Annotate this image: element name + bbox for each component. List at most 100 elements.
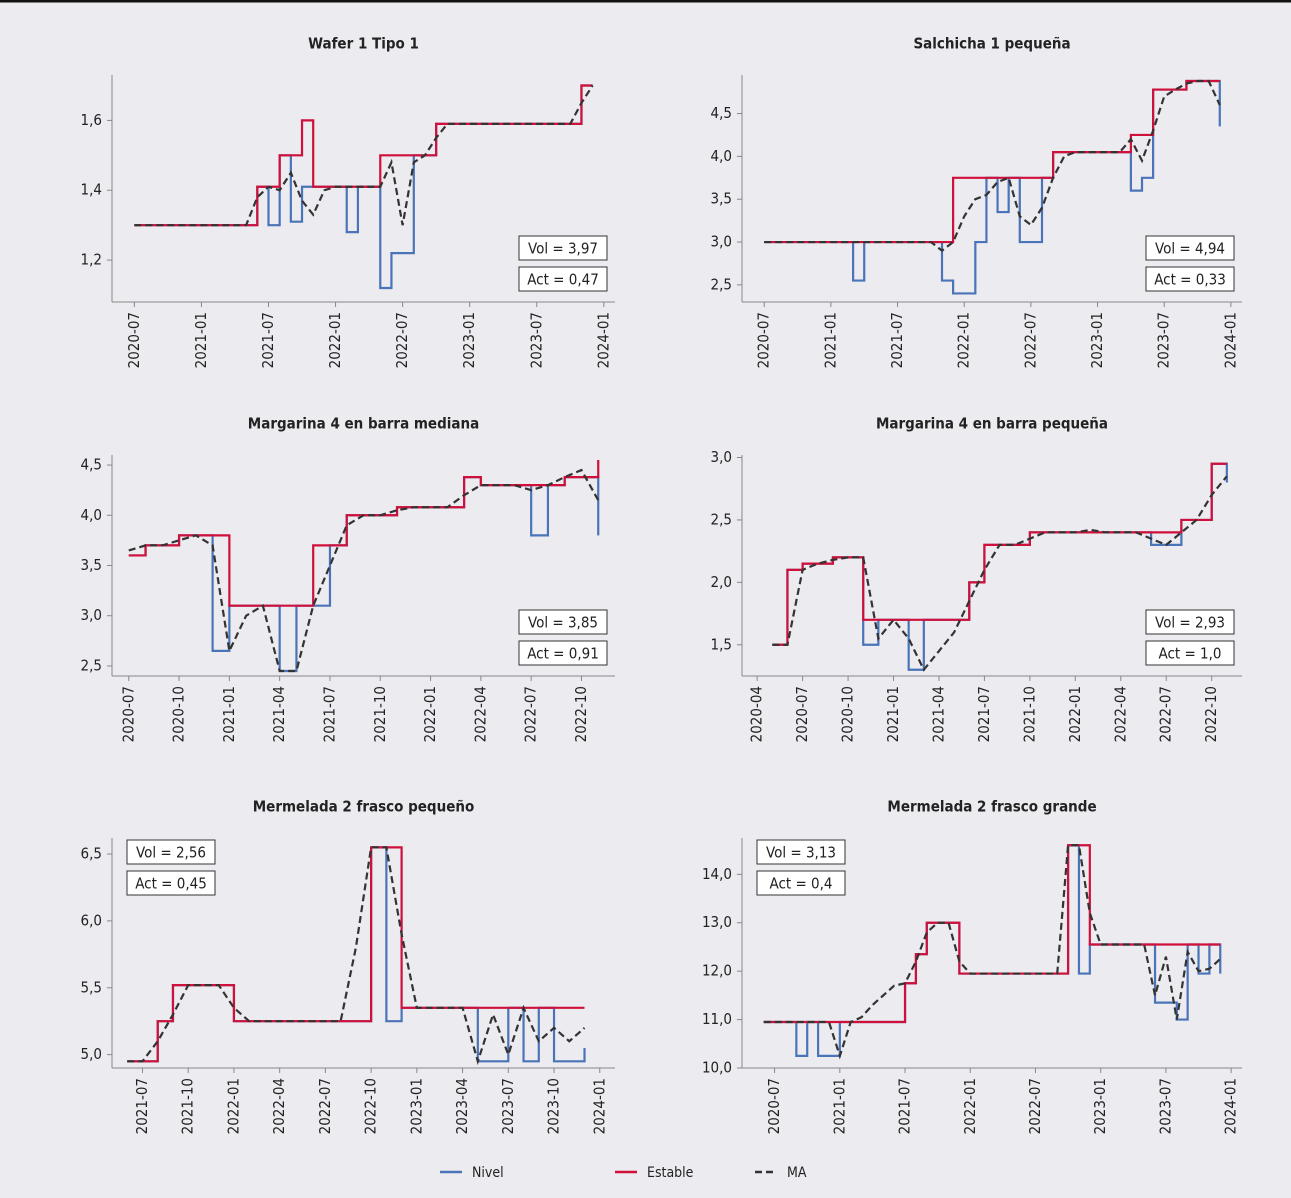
y-tick-label: 2,5 xyxy=(711,275,732,293)
x-tick-label: 2022-07 xyxy=(1157,686,1175,742)
x-tick-label: 2021-10 xyxy=(371,686,389,742)
annotation: Act = 0,91 xyxy=(527,645,599,663)
y-tick-label: 5,0 xyxy=(81,1045,102,1063)
annotation-box xyxy=(518,266,608,292)
x-tick-label: 2020-07 xyxy=(125,312,143,368)
y-tick-label: 14,0 xyxy=(702,865,732,883)
y-tick-label: 12,0 xyxy=(702,962,732,980)
series-line xyxy=(134,84,593,227)
x-tick-label: 2022-04 xyxy=(1111,686,1129,742)
x-tick-label: 2022-07 xyxy=(393,312,411,368)
series-line xyxy=(772,462,1228,671)
x-tick-label: 2022-07 xyxy=(1021,312,1039,368)
x-tick-label: 2021-01 xyxy=(220,686,238,742)
y-tick-label: 3,0 xyxy=(711,233,732,251)
series-line xyxy=(764,79,1221,252)
y-tick-label: 4,0 xyxy=(81,506,102,524)
x-tick-label: 2021-01 xyxy=(884,686,902,742)
x-tick-label: 2021-07 xyxy=(888,312,906,368)
x-tick-label: 2024-01 xyxy=(1222,1078,1240,1134)
x-tick-label: 2021-07 xyxy=(133,1078,151,1134)
x-tick-label: 2023-07 xyxy=(527,312,545,368)
y-tick-label: 4,5 xyxy=(711,104,732,122)
legend-label: Nivel xyxy=(472,1165,504,1181)
y-tick-label: 4,5 xyxy=(81,456,102,474)
x-tick-label: 2022-07 xyxy=(316,1078,334,1134)
x-tick-label: 2023-01 xyxy=(1088,312,1106,368)
x-tick-label: 2020-07 xyxy=(793,686,811,742)
annotation: Vol = 3,13 xyxy=(766,844,836,862)
y-tick-label: 4,0 xyxy=(711,147,732,165)
x-tick-label: 2023-07 xyxy=(1155,312,1173,368)
x-tick-label: 2021-07 xyxy=(975,686,993,742)
y-tick-label: 13,0 xyxy=(702,913,732,931)
annotation-box xyxy=(126,839,216,865)
y-tick-label: 11,0 xyxy=(702,1010,732,1028)
annotation: Act = 1,0 xyxy=(1158,645,1221,663)
annotation-box xyxy=(1145,266,1235,292)
x-tick-label: 2023-01 xyxy=(1091,1078,1109,1134)
x-tick-label: 2022-01 xyxy=(421,686,439,742)
annotation: Act = 0,47 xyxy=(527,271,599,289)
annotation-box xyxy=(126,870,216,896)
x-tick-label: 2022-10 xyxy=(572,686,590,742)
annotation: Vol = 4,94 xyxy=(1155,240,1225,258)
x-tick-label: 2022-01 xyxy=(955,312,973,368)
annotation-box xyxy=(518,640,608,666)
x-tick-label: 2021-07 xyxy=(259,312,277,368)
legend-label: Estable xyxy=(647,1165,694,1181)
annotation: Vol = 3,97 xyxy=(528,240,598,258)
annotation-box xyxy=(1145,235,1235,261)
y-tick-label: 2,5 xyxy=(81,656,102,674)
x-tick-label: 2021-04 xyxy=(929,686,947,742)
annotation: Act = 0,33 xyxy=(1154,271,1226,289)
chart-title: Mermelada 2 frasco pequeño xyxy=(253,798,474,816)
y-tick-label: 1,2 xyxy=(81,251,102,269)
x-tick-label: 2022-07 xyxy=(1026,1078,1044,1134)
annotation: Vol = 2,56 xyxy=(136,844,206,862)
series-line xyxy=(763,844,1221,1060)
series-line xyxy=(764,79,1220,244)
x-tick-label: 2022-04 xyxy=(270,1078,288,1134)
series-line xyxy=(772,475,1228,672)
y-tick-label: 3,5 xyxy=(711,190,732,208)
y-tick-label: 2,5 xyxy=(711,510,732,528)
y-tick-label: 5,5 xyxy=(81,978,102,996)
y-tick-label: 1,4 xyxy=(81,181,102,199)
x-tick-label: 2020-10 xyxy=(170,686,188,742)
y-tick-label: 3,0 xyxy=(711,448,732,466)
x-tick-label: 2022-10 xyxy=(362,1078,380,1134)
x-tick-label: 2021-10 xyxy=(179,1078,197,1134)
y-tick-label: 1,6 xyxy=(81,111,102,129)
annotation: Act = 0,45 xyxy=(135,875,207,893)
annotation-box xyxy=(1145,609,1235,635)
series-line xyxy=(128,468,600,673)
chart-title: Margarina 4 en barra mediana xyxy=(248,415,479,433)
series-line xyxy=(128,460,600,607)
legend-label: MA xyxy=(787,1165,807,1181)
annotation: Vol = 3,85 xyxy=(528,614,598,632)
chart-title: Wafer 1 Tipo 1 xyxy=(308,35,419,53)
x-tick-label: 2022-01 xyxy=(1066,686,1084,742)
x-tick-label: 2020-07 xyxy=(119,686,137,742)
x-tick-label: 2023-01 xyxy=(460,312,478,368)
x-tick-label: 2022-01 xyxy=(961,1078,979,1134)
x-tick-label: 2022-10 xyxy=(1202,686,1220,742)
x-tick-label: 2021-01 xyxy=(192,312,210,368)
series-line xyxy=(134,84,594,227)
x-tick-label: 2023-07 xyxy=(499,1078,517,1134)
x-tick-label: 2024-01 xyxy=(1221,312,1239,368)
x-tick-label: 2021-07 xyxy=(320,686,338,742)
annotation-box xyxy=(518,609,608,635)
x-tick-label: 2021-01 xyxy=(830,1078,848,1134)
x-tick-label: 2022-01 xyxy=(224,1078,242,1134)
x-tick-label: 2024-01 xyxy=(590,1078,608,1134)
y-tick-label: 3,5 xyxy=(81,556,102,574)
y-tick-label: 6,0 xyxy=(81,911,102,929)
x-tick-label: 2023-07 xyxy=(1156,1078,1174,1134)
y-tick-label: 1,5 xyxy=(711,635,732,653)
y-tick-label: 10,0 xyxy=(702,1059,732,1077)
x-tick-label: 2023-10 xyxy=(545,1078,563,1134)
x-tick-label: 2021-04 xyxy=(270,686,288,742)
